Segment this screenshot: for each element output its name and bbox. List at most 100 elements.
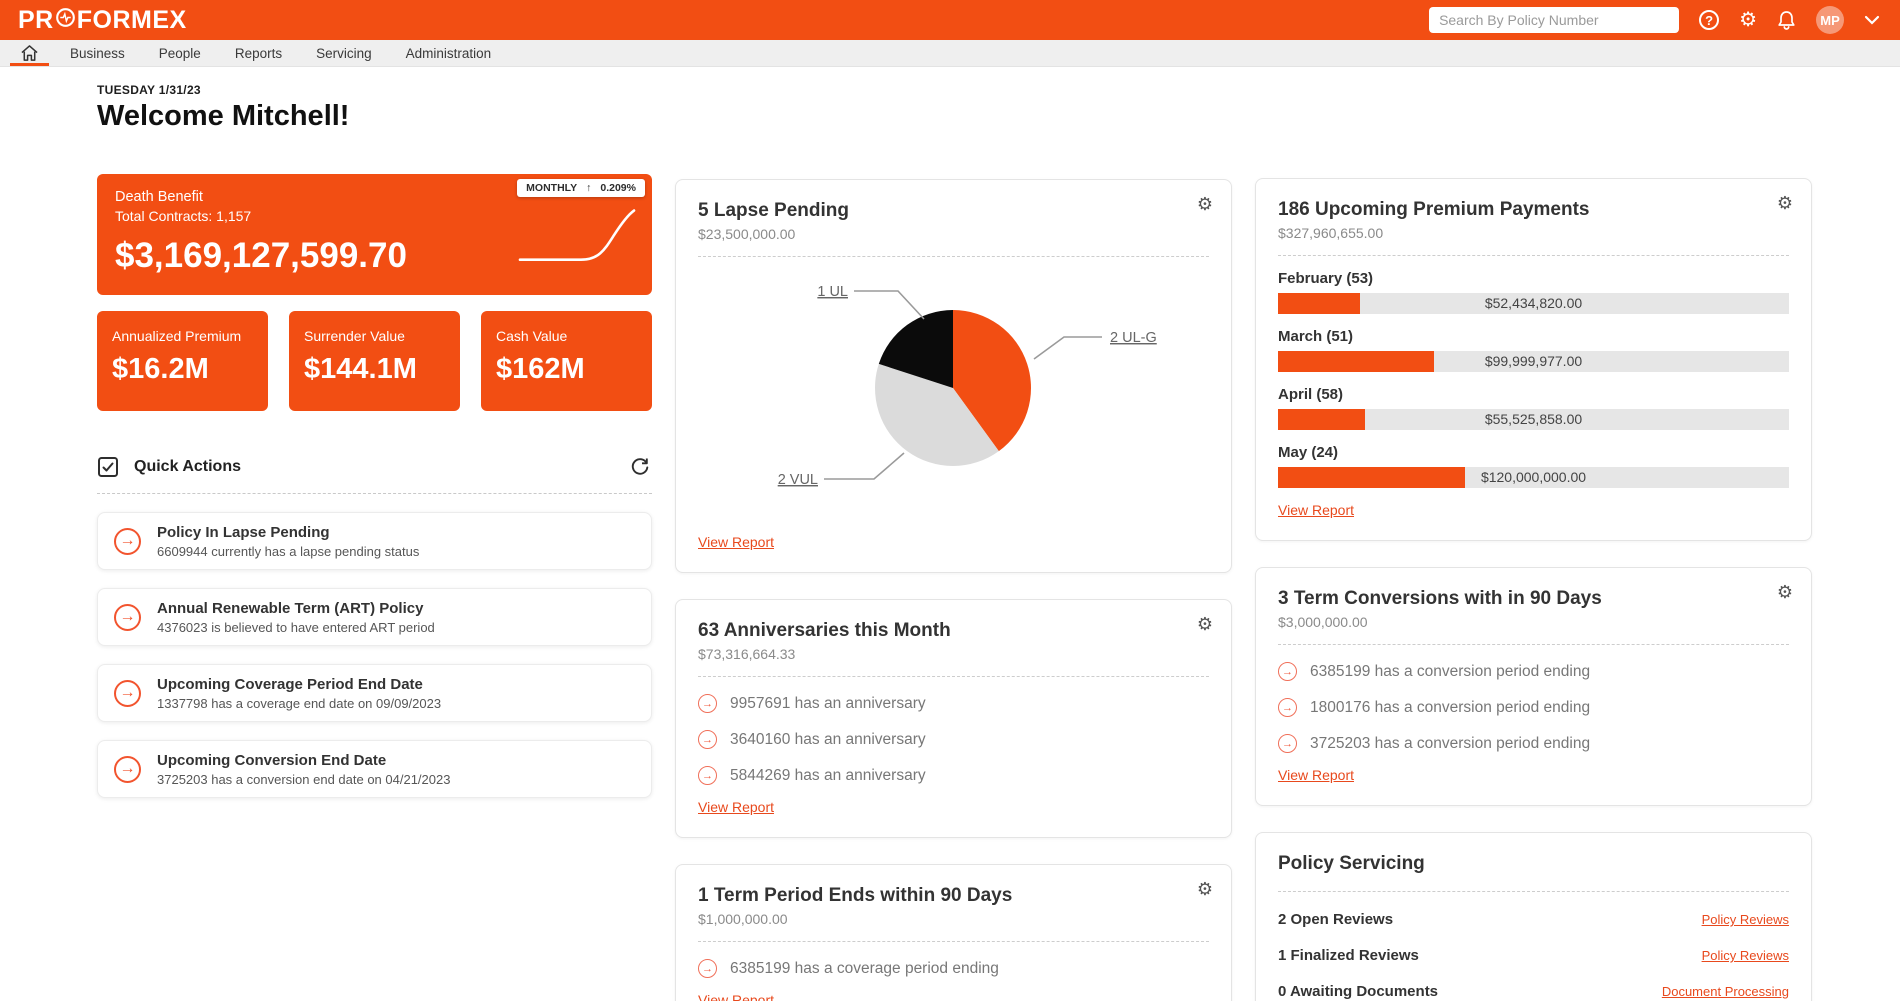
trend-sparkline bbox=[518, 209, 636, 261]
servicing-label: 2 Open Reviews bbox=[1278, 911, 1394, 928]
conversion-item[interactable]: → 1800176 has a conversion period ending bbox=[1278, 698, 1789, 717]
anniversary-item[interactable]: → 3640160 has an anniversary bbox=[698, 730, 1209, 749]
quick-action-desc: 1337798 has a coverage end date on 09/09… bbox=[157, 695, 442, 711]
refresh-icon[interactable] bbox=[630, 457, 650, 477]
bar-track: $99,999,977.00 bbox=[1278, 351, 1789, 372]
pie-slice bbox=[953, 310, 1031, 452]
premium-bar-march: March (51) $99,999,977.00 bbox=[1278, 328, 1789, 372]
view-report-link[interactable]: View Report bbox=[698, 992, 775, 1001]
conversion-item[interactable]: → 3725203 has a conversion period ending bbox=[1278, 734, 1789, 753]
card-settings-gear-icon[interactable]: ⚙ bbox=[1776, 582, 1793, 602]
card-title: 3 Term Conversions with in 90 Days bbox=[1278, 588, 1602, 609]
user-avatar[interactable]: MP bbox=[1816, 6, 1844, 34]
bar-month-label: February (53) bbox=[1278, 270, 1374, 287]
quick-action-lapse-pending[interactable]: → Policy In Lapse Pending 6609944 curren… bbox=[97, 512, 652, 570]
monthly-trend-badge: MONTHLY ↑ 0.209% bbox=[517, 179, 645, 197]
chevron-down-icon[interactable] bbox=[1864, 15, 1880, 25]
help-icon[interactable]: ? bbox=[1699, 10, 1720, 30]
quick-actions-header: Quick Actions bbox=[97, 456, 652, 494]
kpi-value: $144.1M bbox=[304, 353, 417, 385]
total-contracts: Total Contracts: 1,157 bbox=[115, 208, 252, 224]
view-report-link[interactable]: View Report bbox=[1278, 767, 1355, 783]
bar-fill bbox=[1278, 409, 1365, 430]
conversion-text: 1800176 has a conversion period ending bbox=[1310, 698, 1591, 716]
bar-fill bbox=[1278, 351, 1434, 372]
conversion-text: 6385199 has a conversion period ending bbox=[1310, 662, 1591, 680]
trend-up-arrow-icon: ↑ bbox=[586, 182, 592, 194]
nav-home-tab[interactable] bbox=[6, 40, 53, 66]
term-period-card: 1 Term Period Ends within 90 Days $1,000… bbox=[675, 864, 1232, 1001]
page-title: Welcome Mitchell! bbox=[97, 100, 350, 132]
card-title: Policy Servicing bbox=[1278, 853, 1425, 874]
quick-action-conversion-end[interactable]: → Upcoming Conversion End Date 3725203 h… bbox=[97, 740, 652, 798]
pie-label-ul-g[interactable]: 2 UL-G bbox=[1110, 330, 1157, 346]
proformex-logo[interactable]: PR FORMEX bbox=[18, 6, 187, 35]
policy-reviews-link[interactable]: Policy Reviews bbox=[1701, 948, 1789, 963]
circle-arrow-icon: → bbox=[114, 679, 141, 707]
conversion-text: 3725203 has a conversion period ending bbox=[1310, 734, 1591, 752]
active-tab-indicator bbox=[10, 63, 49, 66]
bar-value: $55,525,858.00 bbox=[1484, 411, 1583, 427]
bar-value: $52,434,820.00 bbox=[1484, 295, 1583, 311]
pie-callout-line bbox=[1033, 336, 1102, 360]
quick-action-desc: 6609944 currently has a lapse pending st… bbox=[157, 543, 420, 559]
premium-payments-card: 186 Upcoming Premium Payments $327,960,6… bbox=[1255, 178, 1812, 541]
kpi-label: Annualized Premium bbox=[112, 328, 242, 344]
circle-arrow-icon: → bbox=[114, 755, 141, 783]
quick-action-title: Upcoming Coverage Period End Date bbox=[157, 675, 423, 693]
quick-action-desc: 4376023 is believed to have entered ART … bbox=[157, 619, 435, 635]
view-report-link[interactable]: View Report bbox=[698, 799, 775, 815]
logo-pulse-o-icon bbox=[54, 6, 77, 35]
servicing-row-open-reviews: 2 Open Reviews Policy Reviews bbox=[1278, 911, 1789, 928]
term-period-item[interactable]: → 6385199 has a coverage period ending bbox=[698, 959, 1209, 978]
bar-value: $120,000,000.00 bbox=[1480, 469, 1587, 485]
search-input[interactable] bbox=[1429, 7, 1680, 33]
pie-label-vul[interactable]: 2 VUL bbox=[778, 472, 818, 488]
death-benefit-card: Death Benefit Total Contracts: 1,157 $3,… bbox=[97, 174, 652, 295]
policy-reviews-link[interactable]: Policy Reviews bbox=[1701, 912, 1789, 927]
document-processing-link[interactable]: Document Processing bbox=[1661, 984, 1789, 999]
card-settings-gear-icon[interactable]: ⚙ bbox=[1196, 879, 1213, 899]
quick-action-art-policy[interactable]: → Annual Renewable Term (ART) Policy 437… bbox=[97, 588, 652, 646]
nav-item-servicing[interactable]: Servicing bbox=[316, 45, 372, 61]
bar-fill bbox=[1278, 293, 1360, 314]
logo-text-suffix: FORMEX bbox=[76, 5, 187, 34]
bar-month-label: March (51) bbox=[1278, 328, 1354, 345]
bar-fill bbox=[1278, 467, 1465, 488]
kpi-label: Surrender Value bbox=[304, 328, 405, 344]
pie-callout-line bbox=[854, 290, 925, 320]
kpi-label: Cash Value bbox=[496, 328, 568, 344]
settings-gear-icon[interactable]: ⚙ bbox=[1739, 9, 1757, 31]
premium-bar-april: April (58) $55,525,858.00 bbox=[1278, 386, 1789, 430]
divider bbox=[698, 256, 1209, 257]
card-settings-gear-icon[interactable]: ⚙ bbox=[1776, 193, 1793, 213]
premium-bar-february: February (53) $52,434,820.00 bbox=[1278, 270, 1789, 314]
card-settings-gear-icon[interactable]: ⚙ bbox=[1196, 194, 1213, 214]
cash-value-card: Cash Value $162M bbox=[481, 311, 652, 411]
circle-arrow-icon: → bbox=[698, 766, 717, 785]
servicing-label: 0 Awaiting Documents bbox=[1278, 983, 1439, 1000]
checkbox-icon[interactable] bbox=[97, 456, 119, 478]
view-report-link[interactable]: View Report bbox=[698, 534, 775, 550]
circle-arrow-icon: → bbox=[114, 603, 141, 631]
nav-item-people[interactable]: People bbox=[158, 45, 201, 61]
conversion-item[interactable]: → 6385199 has a conversion period ending bbox=[1278, 662, 1789, 681]
death-benefit-label: Death Benefit bbox=[115, 189, 203, 205]
circle-arrow-icon: → bbox=[698, 959, 717, 978]
nav-item-administration[interactable]: Administration bbox=[405, 45, 492, 61]
anniversary-item[interactable]: → 5844269 has an anniversary bbox=[698, 766, 1209, 785]
card-subtitle: $1,000,000.00 bbox=[698, 911, 788, 927]
anniversary-item[interactable]: → 9957691 has an anniversary bbox=[698, 694, 1209, 713]
bar-month-label: May (24) bbox=[1278, 444, 1339, 461]
quick-action-coverage-end[interactable]: → Upcoming Coverage Period End Date 1337… bbox=[97, 664, 652, 722]
notifications-bell-icon[interactable] bbox=[1777, 10, 1796, 31]
card-subtitle: $23,500,000.00 bbox=[698, 226, 796, 242]
term-conversions-card: 3 Term Conversions with in 90 Days $3,00… bbox=[1255, 567, 1812, 806]
nav-item-business[interactable]: Business bbox=[70, 45, 125, 61]
quick-action-title: Upcoming Conversion End Date bbox=[157, 751, 387, 769]
card-settings-gear-icon[interactable]: ⚙ bbox=[1196, 614, 1213, 634]
view-report-link[interactable]: View Report bbox=[1278, 502, 1355, 518]
nav-item-reports[interactable]: Reports bbox=[234, 45, 283, 61]
pie-label-ul[interactable]: 1 UL bbox=[817, 284, 848, 300]
card-title: 1 Term Period Ends within 90 Days bbox=[698, 885, 1013, 906]
